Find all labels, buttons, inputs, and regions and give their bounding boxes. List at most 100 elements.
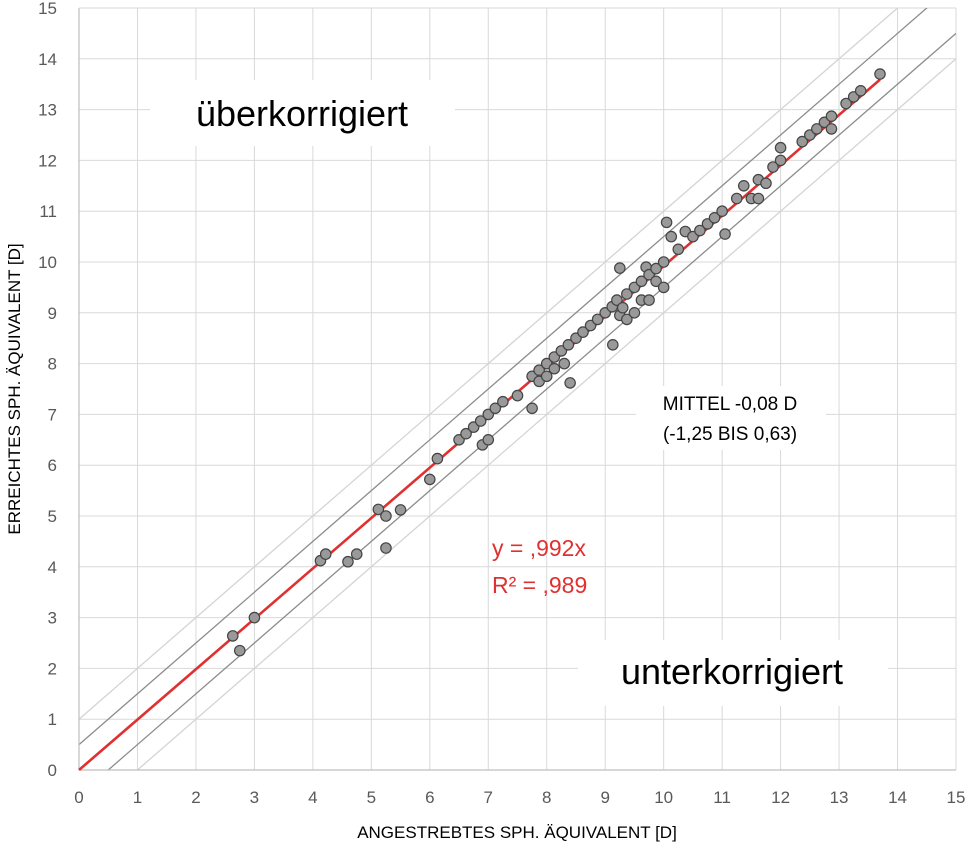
data-point-4 xyxy=(319,548,332,560)
data-point-80 xyxy=(811,123,823,135)
x-tick-label-11: 11 xyxy=(713,788,731,807)
reference-line-2 xyxy=(79,8,899,720)
data-point-36 xyxy=(577,326,589,338)
data-point-41 xyxy=(607,339,619,351)
y-tick-label-5: 5 xyxy=(48,507,57,526)
data-point-67 xyxy=(716,205,728,217)
axes xyxy=(78,8,956,771)
data-point-42 xyxy=(611,294,623,306)
y-tick-label-0: 0 xyxy=(48,761,57,780)
x-axis-title: ANGESTREBTES SPH. ÄQUIVALENT [D] xyxy=(357,823,677,842)
data-point-61 xyxy=(672,243,685,256)
data-point-5 xyxy=(342,555,354,568)
data-point-56 xyxy=(650,275,662,288)
data-points xyxy=(226,68,886,657)
y-tick-label-13: 13 xyxy=(38,101,57,120)
data-point-38 xyxy=(591,313,604,326)
data-point-78 xyxy=(796,135,809,148)
data-point-86 xyxy=(854,85,867,97)
y-tick-label-2: 2 xyxy=(48,659,57,678)
data-point-21 xyxy=(497,395,509,408)
x-tick-label-4: 4 xyxy=(308,788,317,807)
x-tick-label-12: 12 xyxy=(771,788,790,807)
x-tick-label-8: 8 xyxy=(542,788,551,807)
data-point-68 xyxy=(719,228,731,240)
x-tick-label-6: 6 xyxy=(425,788,434,807)
x-tick-label-14: 14 xyxy=(888,788,907,807)
data-point-30 xyxy=(548,362,561,375)
data-point-83 xyxy=(825,123,838,135)
data-point-45 xyxy=(616,301,629,314)
data-point-2 xyxy=(248,611,261,624)
x-tick-label-7: 7 xyxy=(484,788,493,807)
y-tick-label-1: 1 xyxy=(48,710,57,729)
x-tick-label-13: 13 xyxy=(830,788,849,807)
data-point-84 xyxy=(840,97,852,110)
data-point-73 xyxy=(752,192,765,205)
data-point-16 xyxy=(474,415,487,427)
region-label-over: überkorrigiert xyxy=(196,93,408,134)
label-bg-over xyxy=(150,80,455,146)
stats-range: (-1,25 BIS 0,63) xyxy=(663,424,797,445)
data-point-8 xyxy=(380,510,392,522)
data-point-82 xyxy=(825,110,838,123)
data-point-22 xyxy=(511,389,524,402)
data-point-69 xyxy=(730,192,743,205)
y-tick-label-4: 4 xyxy=(48,558,57,577)
data-point-7 xyxy=(372,503,385,516)
data-point-1 xyxy=(233,644,246,657)
data-point-14 xyxy=(460,427,472,440)
x-tick-label-10: 10 xyxy=(654,788,673,807)
data-point-28 xyxy=(540,370,553,383)
data-point-34 xyxy=(564,377,576,389)
stats-mean: MITTEL -0,08 D xyxy=(663,394,797,415)
y-tick-label-10: 10 xyxy=(38,253,57,272)
data-point-59 xyxy=(660,216,673,229)
data-point-24 xyxy=(526,402,538,415)
stats-bg xyxy=(636,386,826,450)
data-point-44 xyxy=(614,262,626,274)
y-tick-label-3: 3 xyxy=(48,609,57,628)
reference-line-3 xyxy=(136,58,956,770)
x-tick-label-9: 9 xyxy=(600,788,609,807)
data-point-77 xyxy=(774,141,787,154)
data-point-60 xyxy=(665,230,678,243)
data-point-6 xyxy=(350,548,363,560)
y-tick-label-6: 6 xyxy=(48,456,57,475)
y-tick-label-8: 8 xyxy=(48,355,57,374)
y-tick-label-7: 7 xyxy=(48,405,57,424)
x-tick-label-5: 5 xyxy=(367,788,376,807)
data-point-70 xyxy=(737,180,750,192)
y-tick-label-15: 15 xyxy=(38,0,57,18)
reference-line-1 xyxy=(107,32,956,770)
x-tick-label-3: 3 xyxy=(250,788,259,807)
data-point-74 xyxy=(760,177,772,190)
data-point-12 xyxy=(431,452,444,465)
data-point-20 xyxy=(489,402,502,415)
data-point-50 xyxy=(635,275,648,288)
label-bg-under xyxy=(578,640,888,706)
data-point-75 xyxy=(767,161,779,173)
data-point-57 xyxy=(657,256,670,268)
data-point-58 xyxy=(657,281,670,294)
data-point-10 xyxy=(394,504,407,516)
y-tick-label-14: 14 xyxy=(38,50,57,69)
x-tick-label-2: 2 xyxy=(191,788,200,807)
data-point-47 xyxy=(621,313,633,326)
data-point-0 xyxy=(226,630,239,642)
y-axis-title: ERREICHTES SPH. ÄQUIVALENT [D] xyxy=(5,243,24,534)
x-tick-label-1: 1 xyxy=(133,788,142,807)
region-label-under: unterkorrigiert xyxy=(621,651,843,692)
regression-r2: R² = ,989 xyxy=(492,572,587,598)
reference-line-0 xyxy=(79,8,928,746)
data-point-26 xyxy=(533,364,545,377)
data-point-11 xyxy=(423,473,436,486)
y-tick-label-9: 9 xyxy=(48,304,57,323)
data-point-54 xyxy=(643,294,655,306)
x-tick-label-0: 0 xyxy=(74,788,83,807)
data-point-66 xyxy=(708,212,721,224)
y-tick-label-12: 12 xyxy=(38,151,57,170)
data-point-76 xyxy=(774,154,787,167)
